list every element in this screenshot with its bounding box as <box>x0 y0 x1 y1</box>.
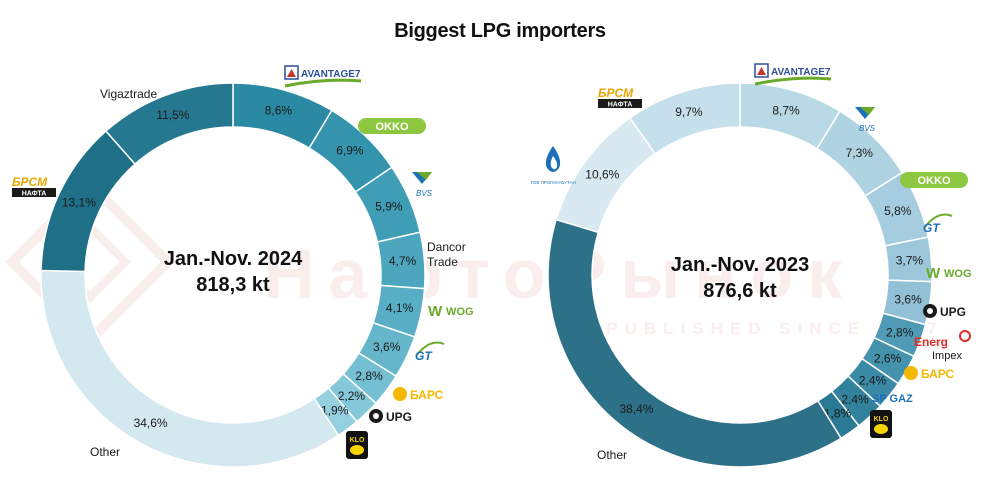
svg-text:БАРС: БАРС <box>921 367 955 381</box>
bvs-logo-2023: BVS <box>855 107 876 133</box>
svg-text:БАРС: БАРС <box>410 388 444 402</box>
svg-text:OKKO: OKKO <box>918 175 951 187</box>
okko-logo-2023: OKKO <box>900 172 968 188</box>
center-title-2024: Jan.-Nov. 2024 <box>164 248 303 270</box>
slice-label-2023-11: 10,6% <box>585 167 619 181</box>
slice-label-2023-7: 2,4% <box>859 374 887 388</box>
svg-text:UPG: UPG <box>940 305 966 319</box>
svg-text:WOG: WOG <box>446 306 474 318</box>
klo-logo: KLO <box>346 431 368 459</box>
slice-label-2024-5: 3,6% <box>373 340 401 354</box>
slice-label-2023-3: 3,7% <box>896 253 924 267</box>
energo-impex-logo: Energ Impex <box>914 330 971 362</box>
upg-logo-2023: UPG <box>923 304 966 319</box>
watermark-subtext: PUBLISHED SINCE 1997 <box>606 319 943 338</box>
slice-label-2024-8: 1,9% <box>321 403 349 417</box>
klo-logo-2023: KLO <box>870 410 892 438</box>
ext-label-vigaztrade: Vigaztrade <box>100 87 157 101</box>
slice-label-2024-7: 2,2% <box>338 389 366 403</box>
slice-label-2024-6: 2,8% <box>355 369 383 383</box>
slice-label-2024-0: 8,6% <box>265 103 293 117</box>
slice-label-2023-10: 38,4% <box>619 402 653 416</box>
slice-label-2023-2: 5,8% <box>884 204 912 218</box>
slice-label-2023-1: 7,3% <box>846 146 874 160</box>
svg-text:НАФТА: НАФТА <box>608 102 633 109</box>
slice-label-2023-5: 2,8% <box>886 325 914 339</box>
slice-label-2023-0: 8,7% <box>772 103 800 117</box>
brsm-logo-2023: БРСМ НАФТА <box>598 86 642 109</box>
slice-label-2024-1: 6,9% <box>336 144 364 158</box>
donut-slice-2023-10 <box>547 218 843 468</box>
svg-text:W: W <box>926 265 941 282</box>
bars-logo: БАРС <box>393 387 444 402</box>
svg-text:БРСМ: БРСМ <box>598 86 634 100</box>
spgaz-logo: SP GAZ <box>872 393 913 405</box>
slice-label-2024-4: 4,1% <box>386 301 414 315</box>
ext-label-dancor-line2: Trade <box>427 255 458 269</box>
bvs-logo: BVS <box>412 172 433 198</box>
donut-slice-2024-11 <box>104 82 234 166</box>
center-value-2023: 876,6 kt <box>703 280 777 302</box>
center-value-2024: 818,3 kt <box>196 274 270 296</box>
svg-text:OKKO: OKKO <box>376 121 409 133</box>
wog-logo-2023: W WOG <box>926 265 972 282</box>
slice-label-2024-3: 4,7% <box>389 254 417 268</box>
svg-text:Impex: Impex <box>932 350 962 362</box>
slice-label-2024-2: 5,9% <box>375 199 403 213</box>
ext-label-other-2023: Other <box>597 448 627 462</box>
svg-text:WOG: WOG <box>944 268 972 280</box>
svg-text:AVANTAGE7: AVANTAGE7 <box>301 69 361 80</box>
svg-text:Energ: Energ <box>914 335 948 349</box>
svg-text:НАФТА: НАФТА <box>22 191 47 198</box>
gt-logo-2023: GT <box>923 213 953 235</box>
slice-label-2024-10: 13,1% <box>62 195 96 209</box>
svg-text:SP GAZ: SP GAZ <box>872 393 913 405</box>
ext-label-other-2024: Other <box>90 445 120 459</box>
slice-label-2023-4: 3,6% <box>894 292 922 306</box>
bars-logo-2023: БАРС <box>904 366 955 381</box>
center-title-2023: Jan.-Nov. 2023 <box>671 254 810 276</box>
svg-text:KLO: KLO <box>350 437 365 444</box>
donut-chart-2023: 8,7%7,3%5,8%3,7%3,6%2,8%2,6%2,4%2,4%1,8%… <box>547 82 933 468</box>
slice-label-2024-9: 34,6% <box>134 416 168 430</box>
okko-logo: OKKO <box>358 118 426 134</box>
brsm-logo: БРСМ НАФТА <box>12 175 56 198</box>
svg-text:KLO: KLO <box>874 416 889 423</box>
donut-slice-2024-9 <box>40 269 340 468</box>
svg-text:БРСМ: БРСМ <box>12 175 48 189</box>
svg-text:UPG: UPG <box>386 410 412 424</box>
svg-text:GT: GT <box>415 349 433 363</box>
svg-text:GT: GT <box>923 221 941 235</box>
avantage7-logo-2023: AVANTAGE7 <box>754 63 832 86</box>
donut-chart-2024: 8,6% 6,9% 5,9% 4,7% 4,1% 3,6% 2,8% 2,2%1,9% 34,6… <box>40 82 426 468</box>
chart-title: Biggest LPG importers <box>394 20 606 42</box>
svg-text:ТОВ ПРОПАН-БУТАН: ТОВ ПРОПАН-БУТАН <box>530 180 575 185</box>
slice-label-2023-8: 2,4% <box>841 392 869 406</box>
svg-text:AVANTAGE7: AVANTAGE7 <box>771 67 831 78</box>
donut-slice-2023-12 <box>628 82 741 155</box>
propane-butane-logo: ТОВ ПРОПАН-БУТАН <box>530 146 576 185</box>
upg-logo: UPG <box>369 409 412 424</box>
slice-label-2023-9: 1,8% <box>824 406 852 420</box>
gt-logo: GT <box>415 341 445 363</box>
slice-label-2023-6: 2,6% <box>874 352 902 366</box>
slice-label-2023-12: 9,7% <box>675 105 703 119</box>
svg-text:W: W <box>428 303 443 320</box>
wog-logo: W WOG <box>428 303 474 320</box>
svg-text:BVS: BVS <box>416 189 433 198</box>
ext-label-dancor-line1: Dancor <box>427 240 466 254</box>
slice-label-2024-11: 11,5% <box>156 108 189 122</box>
avantage7-logo: AVANTAGE7 <box>284 65 362 88</box>
svg-text:BVS: BVS <box>859 124 876 133</box>
